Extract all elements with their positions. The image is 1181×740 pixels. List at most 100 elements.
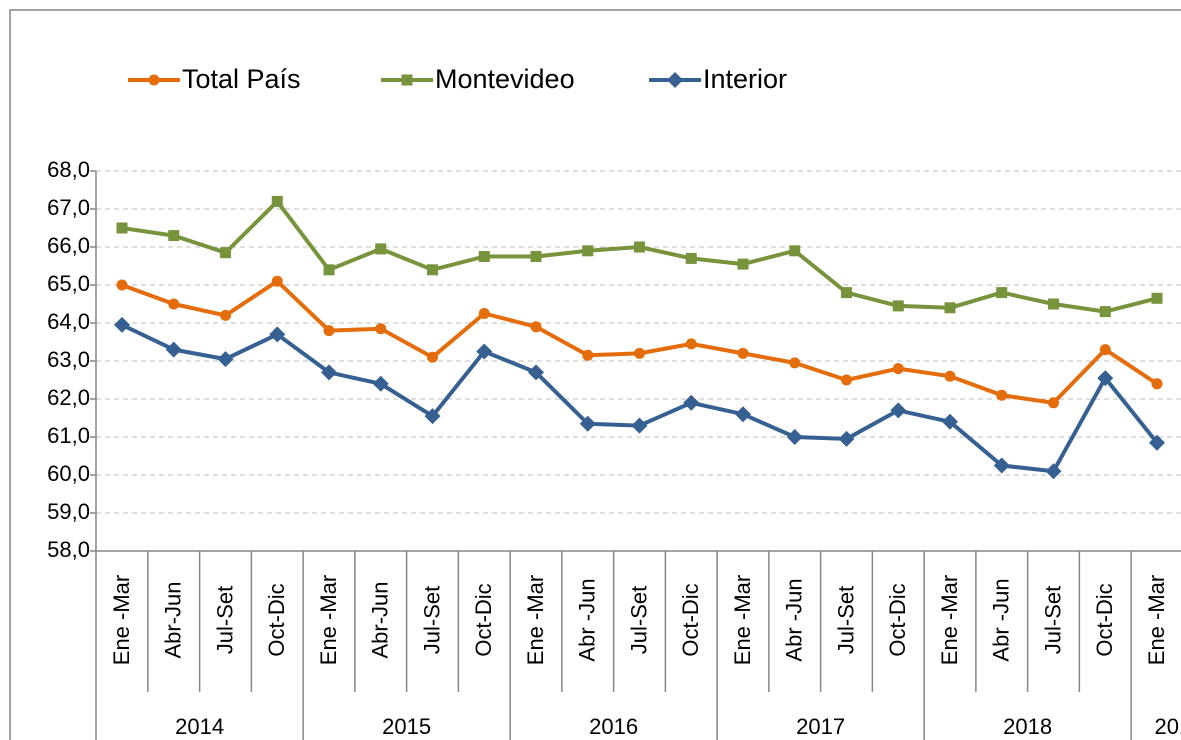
x-tick-label: Abr-Jun — [368, 581, 393, 658]
marker — [1151, 378, 1163, 390]
y-tick-label: 64,0 — [47, 309, 90, 334]
marker — [478, 251, 490, 262]
marker — [165, 341, 182, 358]
x-tick-label: Jul-Set — [626, 586, 651, 654]
marker — [375, 243, 387, 255]
y-tick-label: 60,0 — [47, 461, 90, 486]
x-tick-group: Abr-Jun — [368, 581, 393, 658]
marker — [1099, 344, 1111, 356]
x-tick-group: Abr -Jun — [989, 578, 1014, 661]
x-tick-label: Ene -Mar — [937, 575, 962, 665]
marker — [375, 323, 387, 335]
marker — [892, 363, 904, 375]
x-tick-group: Jul-Set — [212, 586, 237, 654]
chart-border — [9, 9, 1181, 740]
x-tick-label: Jul-Set — [833, 586, 858, 654]
marker — [323, 325, 335, 337]
marker — [631, 417, 648, 434]
marker — [737, 258, 749, 270]
marker — [944, 370, 956, 382]
marker — [323, 264, 335, 276]
marker — [427, 264, 438, 276]
marker — [148, 74, 160, 86]
x-tick-group: Oct-Dic — [264, 583, 289, 656]
marker — [476, 343, 493, 360]
marker — [838, 430, 855, 447]
marker — [735, 406, 751, 423]
marker — [401, 74, 413, 86]
x-tick-group: Oct-Dic — [885, 583, 910, 656]
y-tick-label: 68,0 — [47, 157, 90, 182]
x-tick-label: Ene -Mar — [316, 575, 341, 665]
marker — [841, 374, 852, 386]
x-tick-group: Oct-Dic — [678, 583, 703, 656]
x-tick-label: Ene -Mar — [109, 575, 134, 665]
x-tick-label: Abr -Jun — [782, 578, 807, 661]
y-tick-label: 59,0 — [47, 499, 90, 524]
marker — [269, 326, 286, 343]
marker — [737, 347, 749, 359]
y-tick-label: 65,0 — [47, 271, 90, 296]
group-label: 2015 — [382, 714, 431, 739]
x-tick-group: Ene -Mar — [1144, 575, 1169, 665]
x-tick-label: Jul-Set — [212, 586, 237, 654]
y-tick-label: 58,0 — [47, 537, 90, 562]
marker — [114, 316, 130, 333]
x-tick-label: Ene -Mar — [730, 575, 755, 665]
y-tick-label: 62,0 — [47, 385, 90, 410]
x-tick-group: Ene -Mar — [109, 575, 134, 665]
marker — [789, 245, 801, 257]
marker — [372, 375, 389, 392]
marker — [996, 287, 1008, 299]
x-tick-group: Jul-Set — [833, 586, 858, 654]
x-tick-group: Jul-Set — [626, 586, 651, 654]
legend-label: Montevideo — [435, 64, 575, 94]
x-tick-label: Oct-Dic — [885, 583, 910, 656]
x-tick-group: Ene -Mar — [937, 575, 962, 665]
x-tick-label: Jul-Set — [1040, 586, 1065, 654]
x-tick-label: Abr -Jun — [989, 578, 1014, 661]
marker — [478, 308, 490, 319]
marker — [116, 222, 128, 234]
x-tick-group: Abr-Jun — [161, 581, 186, 658]
marker — [667, 72, 683, 88]
x-tick-label: Oct-Dic — [678, 583, 703, 656]
marker — [890, 402, 907, 419]
y-tick-label: 63,0 — [47, 347, 90, 372]
marker — [220, 247, 231, 259]
group-label: 2017 — [796, 714, 845, 739]
marker — [424, 408, 441, 425]
group-label: 2019 — [1155, 714, 1181, 739]
marker — [944, 302, 956, 314]
marker — [582, 349, 594, 361]
marker — [789, 357, 801, 369]
x-tick-label: Oct-Dic — [1092, 583, 1117, 656]
x-tick-group: Ene -Mar — [316, 575, 341, 665]
marker — [530, 321, 542, 333]
marker — [271, 195, 283, 207]
group-label: 2016 — [589, 714, 638, 739]
marker — [634, 241, 645, 253]
marker — [427, 351, 438, 363]
marker — [892, 300, 904, 312]
x-tick-label: Ene -Mar — [1144, 575, 1169, 665]
x-tick-label: Jul-Set — [419, 586, 444, 654]
x-tick-group: Abr -Jun — [575, 578, 600, 661]
y-tick-label: 66,0 — [47, 233, 90, 258]
legend-label: Total País — [182, 64, 301, 94]
marker — [1048, 298, 1059, 310]
marker — [321, 364, 337, 381]
group-label: 2018 — [1003, 714, 1052, 739]
marker — [685, 252, 697, 264]
marker — [942, 413, 958, 430]
marker — [168, 298, 180, 310]
marker — [1099, 306, 1111, 318]
marker — [993, 457, 1010, 474]
x-tick-label: Oct-Dic — [471, 583, 496, 656]
marker — [168, 230, 180, 242]
marker — [1097, 370, 1114, 387]
y-tick-label: 67,0 — [47, 195, 90, 220]
marker — [634, 347, 645, 359]
x-tick-label: Oct-Dic — [264, 583, 289, 656]
marker — [786, 429, 803, 445]
